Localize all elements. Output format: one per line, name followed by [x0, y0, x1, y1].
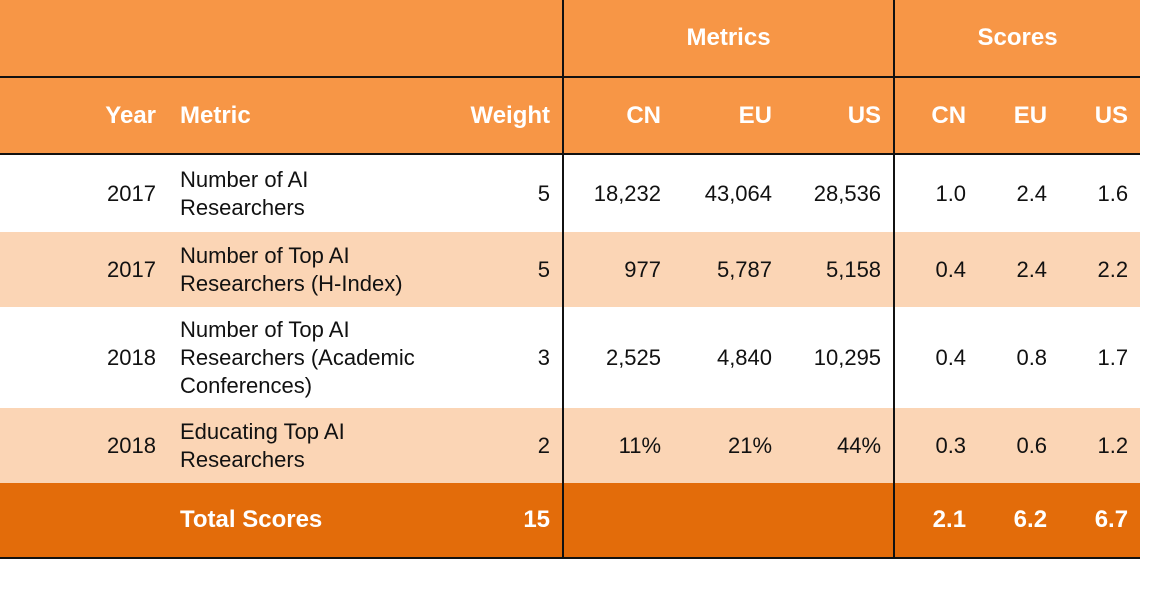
column-header: Weight [440, 77, 564, 155]
table-cell: 2017 [0, 232, 168, 307]
table-cell: 11% [562, 408, 674, 483]
table-cell [562, 483, 895, 559]
table-cell: 0.4 [893, 232, 979, 307]
table-cell: 2.2 [1059, 232, 1141, 307]
column-header: US [1059, 77, 1141, 155]
data-row: 2017 Number of AI Researchers 5 18,232 43,06… [0, 154, 1141, 232]
column-header: EU [673, 77, 785, 155]
group-header: Metrics [562, 0, 895, 78]
table-cell: 5,787 [673, 232, 785, 307]
table-cell: 0.8 [978, 307, 1060, 408]
column-header: US [784, 77, 895, 155]
metric-cell: Number of Top AI Researchers (Academic C… [168, 307, 440, 408]
table-cell: 2.4 [978, 154, 1060, 232]
column-header: CN [893, 77, 979, 155]
total-row: Total Scores 15 2.1 6.2 6.7 [0, 483, 1141, 559]
metric-cell: Number of Top AI Researchers (H-Index) [168, 232, 440, 307]
column-header: CN [562, 77, 674, 155]
table-cell: 4,840 [673, 307, 785, 408]
table-cell [0, 483, 168, 559]
table-cell: 0.4 [893, 307, 979, 408]
table-cell: 5 [440, 232, 564, 307]
table-cell: 1.2 [1059, 408, 1141, 483]
table-cell: 5 [440, 154, 564, 232]
total-score: 6.7 [1059, 483, 1141, 559]
table-cell: 1.0 [893, 154, 979, 232]
total-label: Total Scores [168, 483, 440, 559]
table-cell: 3 [440, 307, 564, 408]
total-score: 2.1 [893, 483, 979, 559]
table-cell: 44% [784, 408, 895, 483]
table-cell: 43,064 [673, 154, 785, 232]
table-cell: 5,158 [784, 232, 895, 307]
table-cell: 2 [440, 408, 564, 483]
header-spacer [0, 0, 564, 78]
metric-cell: Educating Top AI Researchers [168, 408, 440, 483]
table-cell: 1.7 [1059, 307, 1141, 408]
table-cell: 21% [673, 408, 785, 483]
table-cell: 1.6 [1059, 154, 1141, 232]
metrics-table: Metrics Scores Year Metric Weight CN EU US CN EU U… [0, 0, 1141, 559]
total-weight: 15 [440, 483, 564, 559]
group-header: Scores [893, 0, 1141, 78]
group-header-row: Metrics Scores [0, 0, 1141, 78]
table-cell: 0.6 [978, 408, 1060, 483]
table-cell: 2,525 [562, 307, 674, 408]
table-cell: 0.3 [893, 408, 979, 483]
column-header: EU [978, 77, 1060, 155]
table-cell: 2018 [0, 408, 168, 483]
table-cell: 2.4 [978, 232, 1060, 307]
table-cell: 2017 [0, 154, 168, 232]
column-header: Year [0, 77, 168, 155]
table-cell: 18,232 [562, 154, 674, 232]
data-row: 2017 Number of Top AI Researchers (H-Inde… [0, 232, 1141, 307]
table-cell: 28,536 [784, 154, 895, 232]
data-row: 2018 Number of Top AI Researchers (Academ… [0, 307, 1141, 408]
metric-cell: Number of AI Researchers [168, 154, 440, 232]
header-row: Year Metric Weight CN EU US CN EU US [0, 77, 1141, 155]
table-cell: 977 [562, 232, 674, 307]
data-row: 2018 Educating Top AI Researchers 2 11% 21% 4… [0, 408, 1141, 483]
table-cell: 2018 [0, 307, 168, 408]
column-header: Metric [168, 77, 440, 155]
table-cell: 10,295 [784, 307, 895, 408]
total-score: 6.2 [978, 483, 1060, 559]
table-body: Metrics Scores Year Metric Weight CN EU US CN EU U… [0, 0, 1141, 559]
